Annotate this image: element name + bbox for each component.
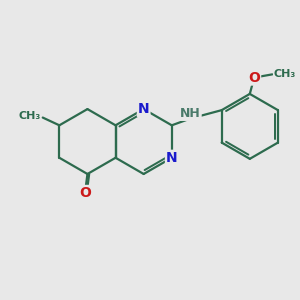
Text: NH: NH bbox=[180, 107, 201, 120]
Text: CH₃: CH₃ bbox=[18, 111, 40, 121]
Text: O: O bbox=[248, 70, 260, 85]
Text: N: N bbox=[138, 102, 149, 116]
Text: N: N bbox=[166, 151, 178, 165]
Text: CH₃: CH₃ bbox=[274, 69, 296, 80]
Text: O: O bbox=[79, 186, 91, 200]
